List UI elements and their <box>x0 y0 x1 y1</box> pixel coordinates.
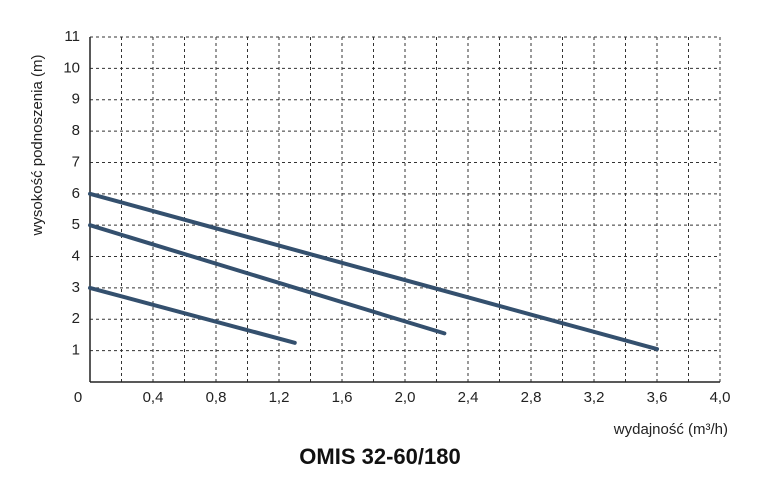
x-tick-label: 3,6 <box>647 389 668 406</box>
y-tick-label: 4 <box>72 248 80 265</box>
x-tick-label: 2,0 <box>395 389 416 406</box>
y-tick-label: 5 <box>72 216 80 233</box>
x-tick-label: 0,4 <box>143 389 164 406</box>
curve <box>88 285 297 345</box>
x-tick-label: 1,6 <box>332 389 353 406</box>
y-tick-label: 9 <box>72 91 80 108</box>
y-tick-label: 11 <box>64 28 80 45</box>
x-tick-label: 2,4 <box>458 389 479 406</box>
curve <box>88 223 447 336</box>
x-tick-label: 1,2 <box>269 389 290 406</box>
y-tick-label: 10 <box>63 59 80 76</box>
y-tick-label: 8 <box>72 122 80 139</box>
y-axis-label: wysokość podnoszenia (m) <box>29 55 46 237</box>
y-tick-label: 3 <box>72 279 80 296</box>
y-tick-label: 6 <box>72 185 80 202</box>
y-tick-label: 7 <box>72 153 80 170</box>
curve <box>88 191 659 352</box>
x-tick-label: 0,8 <box>206 389 227 406</box>
y-tick-label: 1 <box>72 342 80 359</box>
chart-title: OMIS 32-60/180 <box>299 444 460 469</box>
x-tick-label: 4,0 <box>710 389 731 406</box>
x-tick-label: 2,8 <box>521 389 542 406</box>
x-tick-label: 0 <box>74 389 82 406</box>
x-tick-label: 3,2 <box>584 389 605 406</box>
x-axis-label: wydajność (m³/h) <box>613 421 728 438</box>
y-tick-label: 2 <box>72 310 80 327</box>
